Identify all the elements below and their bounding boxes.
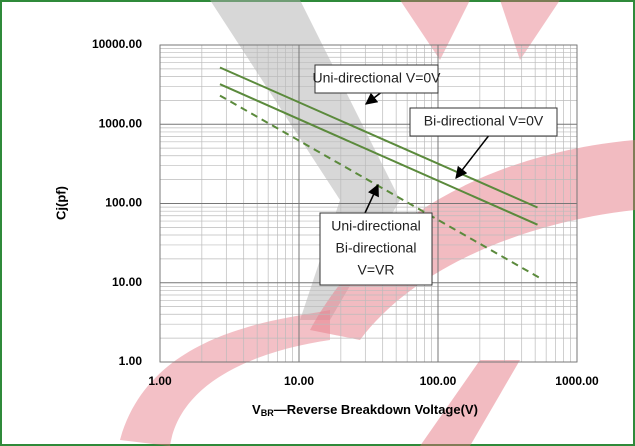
- x-label-main: V: [252, 402, 261, 417]
- y-tick-label: 100.00: [105, 196, 142, 210]
- y-tick-label: 1000.00: [99, 116, 143, 130]
- x-tick-label: 1000.00: [555, 374, 599, 388]
- x-tick-label: 100.00: [420, 374, 457, 388]
- y-tick-label: 10.00: [112, 275, 142, 289]
- x-label-sub: BR: [261, 408, 274, 418]
- x-label-rest: —Reverse Breakdown Voltage(V): [274, 402, 478, 417]
- y-tick-label: 1.00: [119, 354, 143, 368]
- annotation-text: Bi-directional V=0V: [424, 113, 544, 129]
- annotation-text: Bi-directional: [336, 240, 417, 256]
- chart: Cj(pf) VBR—Reverse Breakdown Voltage(V) …: [0, 0, 635, 446]
- x-tick-label: 1.00: [148, 374, 172, 388]
- x-axis-label: VBR—Reverse Breakdown Voltage(V): [252, 402, 478, 418]
- y-tick-label: 10000.00: [92, 37, 142, 51]
- annotation-text: Uni-directional: [331, 218, 420, 234]
- x-tick-label: 10.00: [284, 374, 314, 388]
- annotation-text: V=VR: [358, 262, 395, 278]
- y-axis-label: Cj(pf): [53, 186, 68, 220]
- annotation-text: Uni-directional V=0V: [312, 70, 441, 86]
